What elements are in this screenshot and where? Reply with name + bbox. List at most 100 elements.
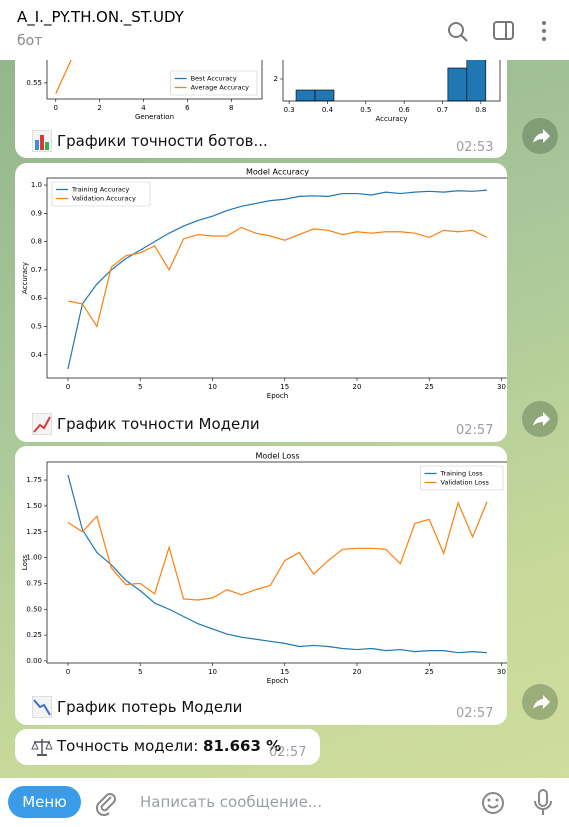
x-axis-label: Epoch (267, 392, 288, 400)
data-line (67, 189, 488, 370)
scales-emoji (31, 739, 53, 756)
x-tick-label: 20 (353, 668, 362, 676)
menu-button[interactable]: Меню (8, 786, 81, 818)
chart-image: 0.55 0 2 4 6 8 Generation Best AccuracyAverage … (26, 60, 501, 123)
x-tick-label: 0.3 (284, 106, 295, 114)
y-tick-label: 0.25 (26, 631, 42, 639)
x-tick-label: 10 (208, 668, 217, 676)
y-axis-label: Loss (21, 554, 29, 570)
y-tick-label: 0.5 (31, 323, 42, 331)
chart-title: Model Accuracy (246, 168, 309, 177)
message-caption: График точности Модели (57, 415, 260, 433)
x-tick-label: 8 (229, 104, 233, 112)
chat-subtitle: бот (17, 33, 43, 49)
x-tick-label: 2 (97, 104, 101, 112)
y-tick-label: 0.9 (31, 209, 42, 217)
histogram-bar (466, 60, 487, 102)
legend-label: Training Loss (440, 470, 484, 478)
x-axis-label: Generation (135, 113, 174, 121)
message-caption: Точность модели: 81.663 % (57, 737, 281, 755)
y-tick-label: 0.4 (31, 351, 43, 359)
message-bubble: 0.00 0.25 0.50 0.75 1.00 1.25 1.50 1.75 0 5 10 15 20… (15, 446, 507, 725)
x-tick-label: 15 (280, 668, 289, 676)
legend-label: Validation Accuracy (72, 195, 136, 203)
emoji-icon[interactable] (480, 790, 506, 816)
chart-image: 0.4 0.5 0.6 0.7 0.8 0.9 1.0 0 5 10 15 20 25 30 Model A… (21, 168, 507, 400)
y-tick-label: 0.6 (31, 294, 43, 302)
chart-emoji (32, 413, 52, 435)
y-tick-label: 0.8 (31, 238, 42, 246)
input-bar: Меню Написать сообщение... (0, 778, 569, 827)
caption-text: Точность модели: (57, 737, 204, 755)
x-tick-label: 15 (280, 383, 289, 391)
chart-title: Model Loss (255, 452, 299, 461)
x-axis-label: Accuracy (376, 115, 408, 123)
attach-icon[interactable] (94, 790, 118, 816)
message-time: 02:53 (456, 140, 494, 155)
share-button[interactable] (522, 401, 558, 437)
y-tick-label: 1.50 (26, 502, 42, 510)
x-tick-label: 25 (425, 383, 434, 391)
y-tick-label: 1.25 (26, 528, 42, 536)
y-tick-label: 1.0 (31, 181, 42, 189)
x-tick-label: 0 (66, 668, 70, 676)
x-tick-label: 0.5 (360, 106, 371, 114)
chart-emoji (32, 130, 52, 152)
message-time: 02:57 (456, 706, 494, 721)
legend-label: Validation Loss (441, 479, 490, 487)
x-tick-label: 4 (141, 104, 146, 112)
x-tick-label: 25 (425, 668, 434, 676)
y-tick-label: 2 (274, 75, 278, 83)
x-tick-label: 20 (353, 383, 362, 391)
legend-box (51, 181, 151, 207)
x-tick-label: 0.7 (437, 106, 448, 114)
message-caption: Графики точности ботов... (57, 132, 268, 150)
x-tick-label: 30 (497, 668, 506, 676)
x-tick-label: 5 (138, 383, 142, 391)
x-tick-label: 0 (66, 383, 70, 391)
share-button[interactable] (522, 118, 558, 154)
x-tick-label: 0.4 (322, 106, 334, 114)
plot-frame (46, 461, 507, 664)
message-time: 02:57 (269, 745, 307, 760)
legend-box (420, 465, 504, 491)
y-tick-label: 1.00 (26, 554, 42, 562)
histogram-bar (447, 67, 468, 102)
chat-header: A_I._PY.TH.ON._ST.UDY бот (0, 0, 569, 60)
data-line (67, 226, 488, 329)
histogram-bar (295, 89, 316, 102)
y-tick-label: 0.55 (26, 79, 42, 87)
x-tick-label: 0 (54, 104, 58, 112)
x-tick-label: 30 (497, 383, 506, 391)
y-axis-label: Accuracy (21, 262, 29, 294)
legend-label: Best Accuracy (191, 75, 237, 83)
x-tick-label: 0.8 (475, 106, 486, 114)
x-tick-label: 6 (185, 104, 190, 112)
plot-frame (282, 60, 501, 102)
y-tick-label: 0.00 (26, 657, 42, 665)
data-line (67, 501, 488, 601)
legend-label: Average Accuracy (191, 84, 250, 92)
histogram-bar (314, 89, 335, 102)
data-line (67, 474, 488, 654)
plot-frame (46, 60, 263, 100)
y-tick-label: 1.75 (26, 476, 42, 484)
caption-value: 81.663 % (203, 737, 282, 755)
message-bubble: Точность модели: 81.663 % 02:57 (15, 729, 320, 765)
y-tick-label: 0.7 (31, 266, 42, 274)
more-icon[interactable] (538, 19, 550, 43)
plot-frame (46, 177, 507, 379)
message-caption: График потерь Модели (57, 698, 243, 716)
chat-title: A_I._PY.TH.ON._ST.UDY (17, 8, 184, 26)
x-axis-label: Epoch (267, 677, 288, 685)
message-input[interactable]: Написать сообщение... (140, 793, 323, 811)
x-tick-label: 5 (138, 668, 142, 676)
search-icon[interactable] (446, 20, 470, 44)
y-tick-label: 0.50 (26, 605, 42, 613)
mic-icon[interactable] (532, 788, 554, 818)
share-button[interactable] (522, 684, 558, 720)
legend-label: Training Accuracy (71, 186, 130, 194)
message-bubble: 0.4 0.5 0.6 0.7 0.8 0.9 1.0 0 5 10 15 20 25 30 Model A… (15, 163, 507, 442)
sidebar-icon[interactable] (492, 20, 516, 42)
